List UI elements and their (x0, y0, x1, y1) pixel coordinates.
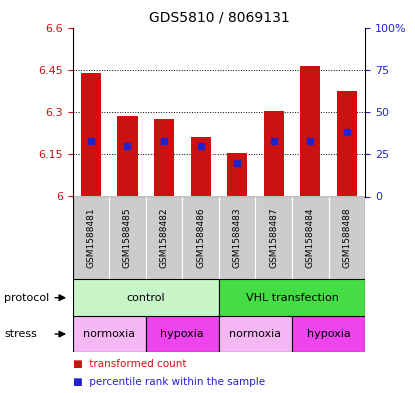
Bar (117, 116, 137, 196)
Bar (292, 316, 365, 352)
Text: normoxia: normoxia (229, 329, 281, 339)
Bar (292, 196, 329, 279)
Bar (329, 196, 365, 279)
Text: normoxia: normoxia (83, 329, 135, 339)
Bar (264, 110, 284, 196)
Text: hypoxia: hypoxia (307, 329, 351, 339)
Bar (73, 279, 219, 316)
Bar (73, 316, 146, 352)
Bar (146, 316, 219, 352)
Bar (190, 137, 211, 196)
Bar (219, 279, 365, 316)
Text: ■  transformed count: ■ transformed count (73, 358, 186, 369)
Text: hypoxia: hypoxia (161, 329, 204, 339)
Bar (256, 196, 292, 279)
Text: GSM1588482: GSM1588482 (159, 208, 168, 268)
Bar (337, 91, 357, 196)
Bar (227, 153, 247, 196)
Bar (154, 119, 174, 196)
Bar (81, 73, 101, 196)
Bar (219, 196, 256, 279)
Text: GSM1588488: GSM1588488 (342, 208, 352, 268)
Text: GSM1588485: GSM1588485 (123, 208, 132, 268)
Text: GSM1588486: GSM1588486 (196, 208, 205, 268)
Text: GSM1588483: GSM1588483 (233, 208, 242, 268)
Text: ■  percentile rank within the sample: ■ percentile rank within the sample (73, 377, 265, 387)
Title: GDS5810 / 8069131: GDS5810 / 8069131 (149, 11, 289, 25)
Text: GSM1588487: GSM1588487 (269, 208, 278, 268)
Text: VHL transfection: VHL transfection (246, 293, 339, 303)
Text: GSM1588481: GSM1588481 (86, 208, 95, 268)
Text: protocol: protocol (4, 293, 49, 303)
Bar (73, 196, 109, 279)
Bar (219, 316, 292, 352)
Text: control: control (127, 293, 165, 303)
Bar (146, 196, 182, 279)
Bar (300, 66, 320, 196)
Text: GSM1588484: GSM1588484 (306, 208, 315, 268)
Bar (109, 196, 146, 279)
Bar (182, 196, 219, 279)
Text: stress: stress (4, 329, 37, 339)
